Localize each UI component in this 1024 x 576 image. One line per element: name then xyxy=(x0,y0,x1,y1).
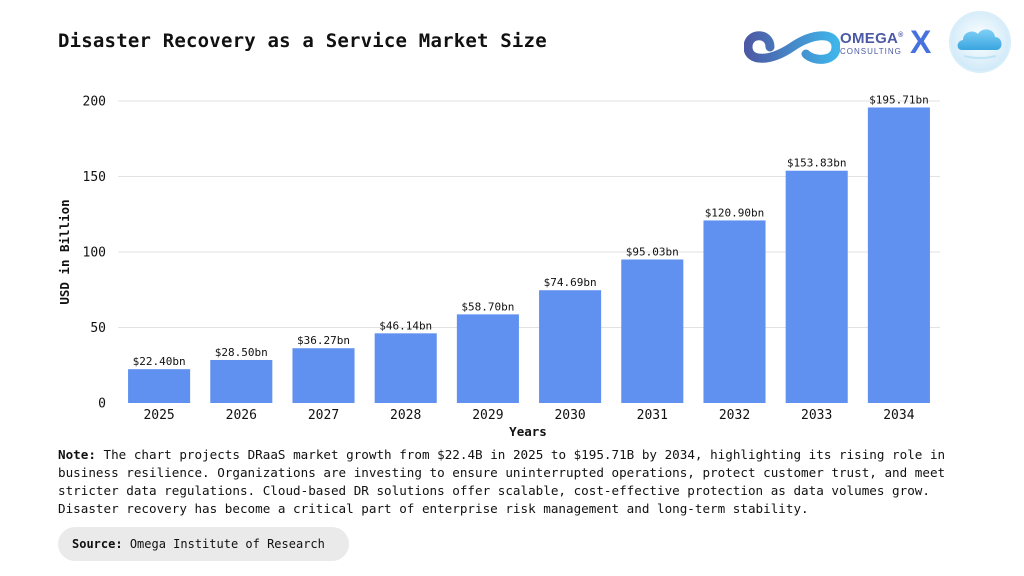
y-axis-label: USD in Billion xyxy=(57,199,72,304)
bar-2032 xyxy=(703,220,766,403)
omega-infinity-icon xyxy=(744,31,840,64)
chart-note: Note: The chart projects DRaaS market gr… xyxy=(58,446,968,518)
y-axis-ticks: 0 50 100 150 200 xyxy=(83,95,106,412)
data-label-2031: $95.03bn xyxy=(626,246,679,259)
x-tick-label: 2028 xyxy=(390,408,421,423)
x-tick-label: 2034 xyxy=(883,408,914,423)
partner-logos: OMEGA® CONSULTING X xyxy=(744,11,1016,76)
bar-2029 xyxy=(456,314,519,403)
source-badge: Source: Omega Institute of Research xyxy=(58,527,349,561)
data-label-2026: $28.50bn xyxy=(215,346,268,359)
logo-subtitle: CONSULTING xyxy=(840,47,902,56)
note-text: The chart projects DRaaS market growth f… xyxy=(58,447,946,516)
omega-logo-text: OMEGA® CONSULTING xyxy=(840,28,904,57)
source-label: Source: xyxy=(72,537,123,551)
logo-x-separator: X xyxy=(910,24,932,60)
bar-2026 xyxy=(210,359,273,403)
note-label: Note: xyxy=(58,447,96,462)
y-tick-label: 150 xyxy=(83,170,106,185)
bar-chart: 0 50 100 150 200 $22.40bn $28.50bn $36.27bn $46… xyxy=(57,93,940,439)
bar-2034 xyxy=(867,107,930,403)
bar-2031 xyxy=(621,259,684,403)
y-tick-label: 100 xyxy=(83,246,106,261)
data-label-2033: $153.83bn xyxy=(787,157,847,170)
cloud-logo-icon xyxy=(949,11,1011,73)
bar-2027 xyxy=(292,348,355,403)
x-tick-label: 2031 xyxy=(637,408,668,423)
data-label-2032: $120.90bn xyxy=(705,206,765,219)
bar-2028 xyxy=(374,333,437,403)
x-axis-label: Years xyxy=(509,424,547,439)
y-tick-label: 50 xyxy=(90,321,106,336)
chart-title: Disaster Recovery as a Service Market Si… xyxy=(58,30,547,52)
data-labels: $22.40bn $28.50bn $36.27bn $46.14bn $58.70bn… xyxy=(133,93,929,368)
bar-2025 xyxy=(128,369,191,403)
data-label-2030: $74.69bn xyxy=(544,276,597,289)
bars xyxy=(128,107,930,403)
y-tick-label: 0 xyxy=(98,397,106,412)
logo-brand: OMEGA® xyxy=(840,30,904,47)
x-tick-label: 2029 xyxy=(472,408,503,423)
data-label-2034: $195.71bn xyxy=(869,93,929,106)
x-axis-ticks: 2025 2026 2027 2028 2029 2030 2031 2032 2033 2034 xyxy=(143,408,914,423)
source-text: Omega Institute of Research xyxy=(129,537,325,551)
x-tick-label: 2025 xyxy=(143,408,174,423)
data-label-2028: $46.14bn xyxy=(379,319,432,332)
x-tick-label: 2033 xyxy=(801,408,832,423)
x-tick-label: 2027 xyxy=(308,408,339,423)
data-label-2029: $58.70bn xyxy=(461,300,514,313)
data-label-2025: $22.40bn xyxy=(133,355,186,368)
x-tick-label: 2026 xyxy=(226,408,257,423)
y-tick-label: 200 xyxy=(83,95,106,110)
x-tick-label: 2030 xyxy=(554,408,585,423)
bar-2033 xyxy=(785,170,848,403)
x-tick-label: 2032 xyxy=(719,408,750,423)
data-label-2027: $36.27bn xyxy=(297,334,350,347)
bar-2030 xyxy=(539,290,602,403)
